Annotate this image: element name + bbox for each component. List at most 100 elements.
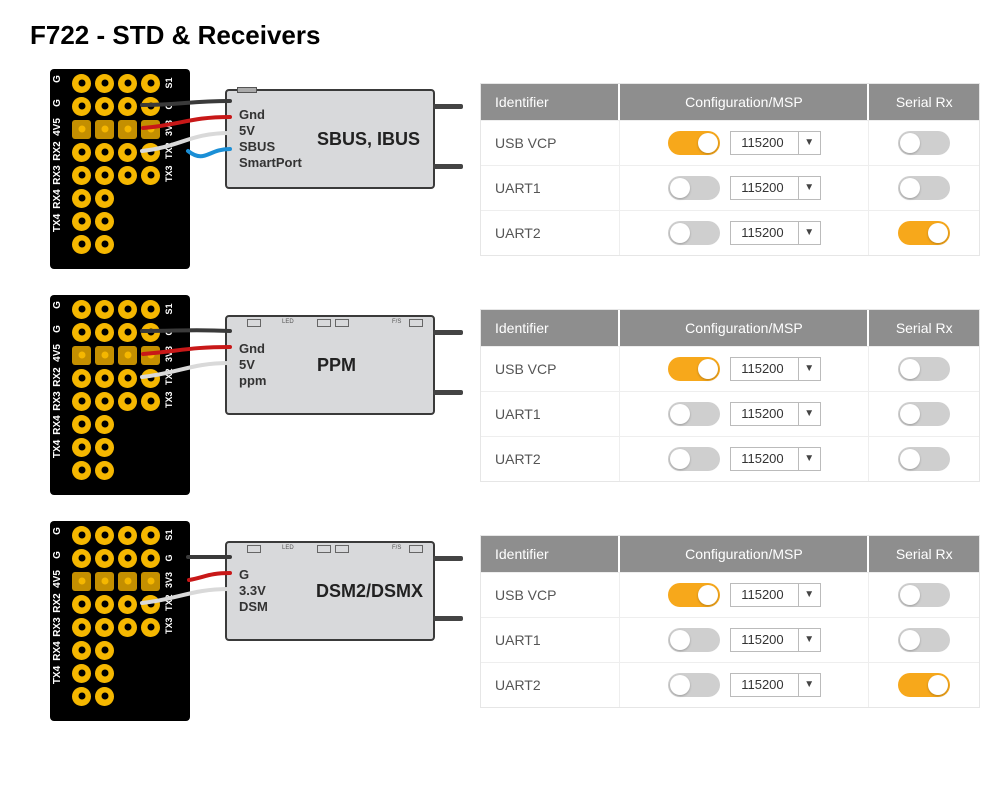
pcb-pad: .pcb-row:nth-child(5) .pad:nth-child(1):… — [72, 392, 91, 411]
baud-select[interactable]: 115200 ▼ — [730, 131, 820, 155]
pcb-pad: .pcb-row:nth-child(5) .pad:nth-child(3):… — [118, 392, 137, 411]
pcb-pad: .pcb-row:nth-child(3) .pad:nth-child(1):… — [72, 572, 91, 591]
pcb-board: GG4V5RX2RX3RX4TX4.pcb-row:nth-child(1) .… — [50, 69, 190, 269]
baud-select[interactable]: 115200 ▼ — [730, 402, 820, 426]
msp-toggle[interactable] — [668, 357, 720, 381]
pcb-pad: .pcb-row:nth-child(4) .pad:nth-child(2):… — [95, 143, 114, 162]
pcb-pad: .pcb-row:nth-child(7) .pad:nth-child(2):… — [95, 664, 114, 683]
ports-header-serialrx: Serial Rx — [869, 536, 979, 572]
pcb-pad: .pcb-row:nth-child(6) .pad:nth-child(1):… — [72, 641, 91, 660]
baud-value: 115200 — [731, 225, 797, 240]
serialrx-toggle[interactable] — [898, 447, 950, 471]
pcb-col-label: S1 — [164, 528, 174, 542]
serialrx-toggle[interactable] — [898, 628, 950, 652]
baud-value: 115200 — [731, 361, 797, 376]
ports-row: UART1 115200 ▼ — [481, 165, 979, 210]
rx-antenna — [433, 104, 463, 109]
baud-select[interactable]: 115200 ▼ — [730, 583, 820, 607]
pcb-pad: .pcb-row:nth-child(7) .pad:nth-child(1):… — [72, 212, 91, 231]
receiver-module: Gnd5VSBUSSmartPort SBUS, IBUS — [225, 89, 435, 189]
msp-toggle[interactable] — [668, 673, 720, 697]
baud-select[interactable]: 115200 ▼ — [730, 447, 820, 471]
msp-toggle[interactable] — [668, 402, 720, 426]
pcb-pad: .pcb-row:nth-child(3) .pad:nth-child(3):… — [118, 346, 137, 365]
pcb-pad: .pcb-row:nth-child(7) .pad:nth-child(1):… — [72, 664, 91, 683]
pcb-pad: .pcb-row:nth-child(3) .pad:nth-child(2):… — [95, 572, 114, 591]
baud-value: 115200 — [731, 135, 797, 150]
msp-toggle[interactable] — [668, 628, 720, 652]
pcb-col-label: TX2 — [164, 371, 174, 385]
rx-top-text: F/S — [392, 545, 401, 551]
msp-toggle[interactable] — [668, 131, 720, 155]
wiring-diagram: GG4V5RX2RX3RX4TX4.pcb-row:nth-child(1) .… — [30, 69, 460, 269]
pcb-board: GG4V5RX2RX3RX4TX4.pcb-row:nth-child(1) .… — [50, 521, 190, 721]
pcb-row-label: RX4 — [52, 413, 63, 437]
port-identifier: USB VCP — [481, 347, 620, 391]
pcb-row-label: 4V5 — [52, 341, 63, 365]
pcb-pad: .pcb-row:nth-child(1) .pad:nth-child(1):… — [72, 74, 91, 93]
pcb-pad: .pcb-row:nth-child(5) .pad:nth-child(1):… — [72, 166, 91, 185]
pcb-row-label: RX4 — [52, 187, 63, 211]
pcb-pad: .pcb-row:nth-child(3) .pad:nth-child(4):… — [141, 346, 160, 365]
baud-select[interactable]: 115200 ▼ — [730, 357, 820, 381]
chevron-down-icon: ▼ — [798, 177, 820, 199]
serialrx-toggle[interactable] — [898, 583, 950, 607]
pcb-pad: .pcb-row:nth-child(1) .pad:nth-child(1):… — [72, 526, 91, 545]
port-identifier: UART2 — [481, 663, 620, 707]
receiver-section: GG4V5RX2RX3RX4TX4.pcb-row:nth-child(1) .… — [30, 295, 970, 495]
pcb-row-label: G — [52, 67, 63, 91]
ports-header-config: Configuration/MSP — [620, 84, 869, 120]
ports-row: UART2 115200 ▼ — [481, 662, 979, 707]
msp-toggle[interactable] — [668, 583, 720, 607]
pcb-pad: .pcb-row:nth-child(6) .pad:nth-child(2):… — [95, 189, 114, 208]
rx-top-pad — [409, 545, 423, 553]
baud-select[interactable]: 115200 ▼ — [730, 673, 820, 697]
pcb-col-label: TX3 — [164, 620, 174, 634]
pcb-pad: .pcb-row:nth-child(5) .pad:nth-child(3):… — [118, 166, 137, 185]
serialrx-toggle[interactable] — [898, 673, 950, 697]
serialrx-toggle[interactable] — [898, 221, 950, 245]
pcb-pad: .pcb-row:nth-child(8) .pad:nth-child(2):… — [95, 461, 114, 480]
chevron-down-icon: ▼ — [798, 403, 820, 425]
rx-antenna — [433, 556, 463, 561]
msp-toggle[interactable] — [668, 221, 720, 245]
pcb-row-label: TX4 — [52, 211, 63, 235]
pcb-row-label: G — [52, 91, 63, 115]
port-identifier: UART1 — [481, 166, 620, 210]
pcb-pad: .pcb-row:nth-child(4) .pad:nth-child(3):… — [118, 143, 137, 162]
pcb-pad: .pcb-row:nth-child(2) .pad:nth-child(1):… — [72, 323, 91, 342]
receiver-name: DSM2/DSMX — [316, 581, 423, 602]
page-title: F722 - STD & Receivers — [30, 20, 970, 51]
rx-antenna — [433, 330, 463, 335]
pcb-pad: .pcb-row:nth-child(2) .pad:nth-child(3):… — [118, 323, 137, 342]
serialrx-toggle[interactable] — [898, 176, 950, 200]
msp-toggle[interactable] — [668, 447, 720, 471]
pcb-pad: .pcb-row:nth-child(5) .pad:nth-child(3):… — [118, 618, 137, 637]
pcb-row-label: RX2 — [52, 139, 63, 163]
rx-top-pad — [409, 319, 423, 327]
pcb-pad: .pcb-row:nth-child(3) .pad:nth-child(3):… — [118, 572, 137, 591]
baud-select[interactable]: 115200 ▼ — [730, 628, 820, 652]
ports-header-config: Configuration/MSP — [620, 310, 869, 346]
pcb-pad: .pcb-row:nth-child(3) .pad:nth-child(4):… — [141, 572, 160, 591]
pcb-pad: .pcb-row:nth-child(2) .pad:nth-child(2):… — [95, 549, 114, 568]
baud-value: 115200 — [731, 406, 797, 421]
baud-select[interactable]: 115200 ▼ — [730, 221, 820, 245]
rx-top-text: LED — [282, 545, 294, 551]
pcb-pad: .pcb-row:nth-child(8) .pad:nth-child(1):… — [72, 687, 91, 706]
receiver-section: GG4V5RX2RX3RX4TX4.pcb-row:nth-child(1) .… — [30, 521, 970, 721]
pcb-pad: .pcb-row:nth-child(4) .pad:nth-child(1):… — [72, 595, 91, 614]
serialrx-toggle[interactable] — [898, 131, 950, 155]
baud-select[interactable]: 115200 ▼ — [730, 176, 820, 200]
pcb-pad: .pcb-row:nth-child(3) .pad:nth-child(1):… — [72, 346, 91, 365]
pcb-col-label: 3V3 — [164, 574, 174, 588]
serialrx-toggle[interactable] — [898, 357, 950, 381]
pcb-row-label: RX3 — [52, 163, 63, 187]
pcb-pad: .pcb-row:nth-child(2) .pad:nth-child(2):… — [95, 97, 114, 116]
serialrx-toggle[interactable] — [898, 402, 950, 426]
msp-toggle[interactable] — [668, 176, 720, 200]
baud-value: 115200 — [731, 451, 797, 466]
pcb-pad: .pcb-row:nth-child(3) .pad:nth-child(1):… — [72, 120, 91, 139]
rx-top-text: F/S — [392, 319, 401, 325]
pcb-row-label: RX3 — [52, 615, 63, 639]
